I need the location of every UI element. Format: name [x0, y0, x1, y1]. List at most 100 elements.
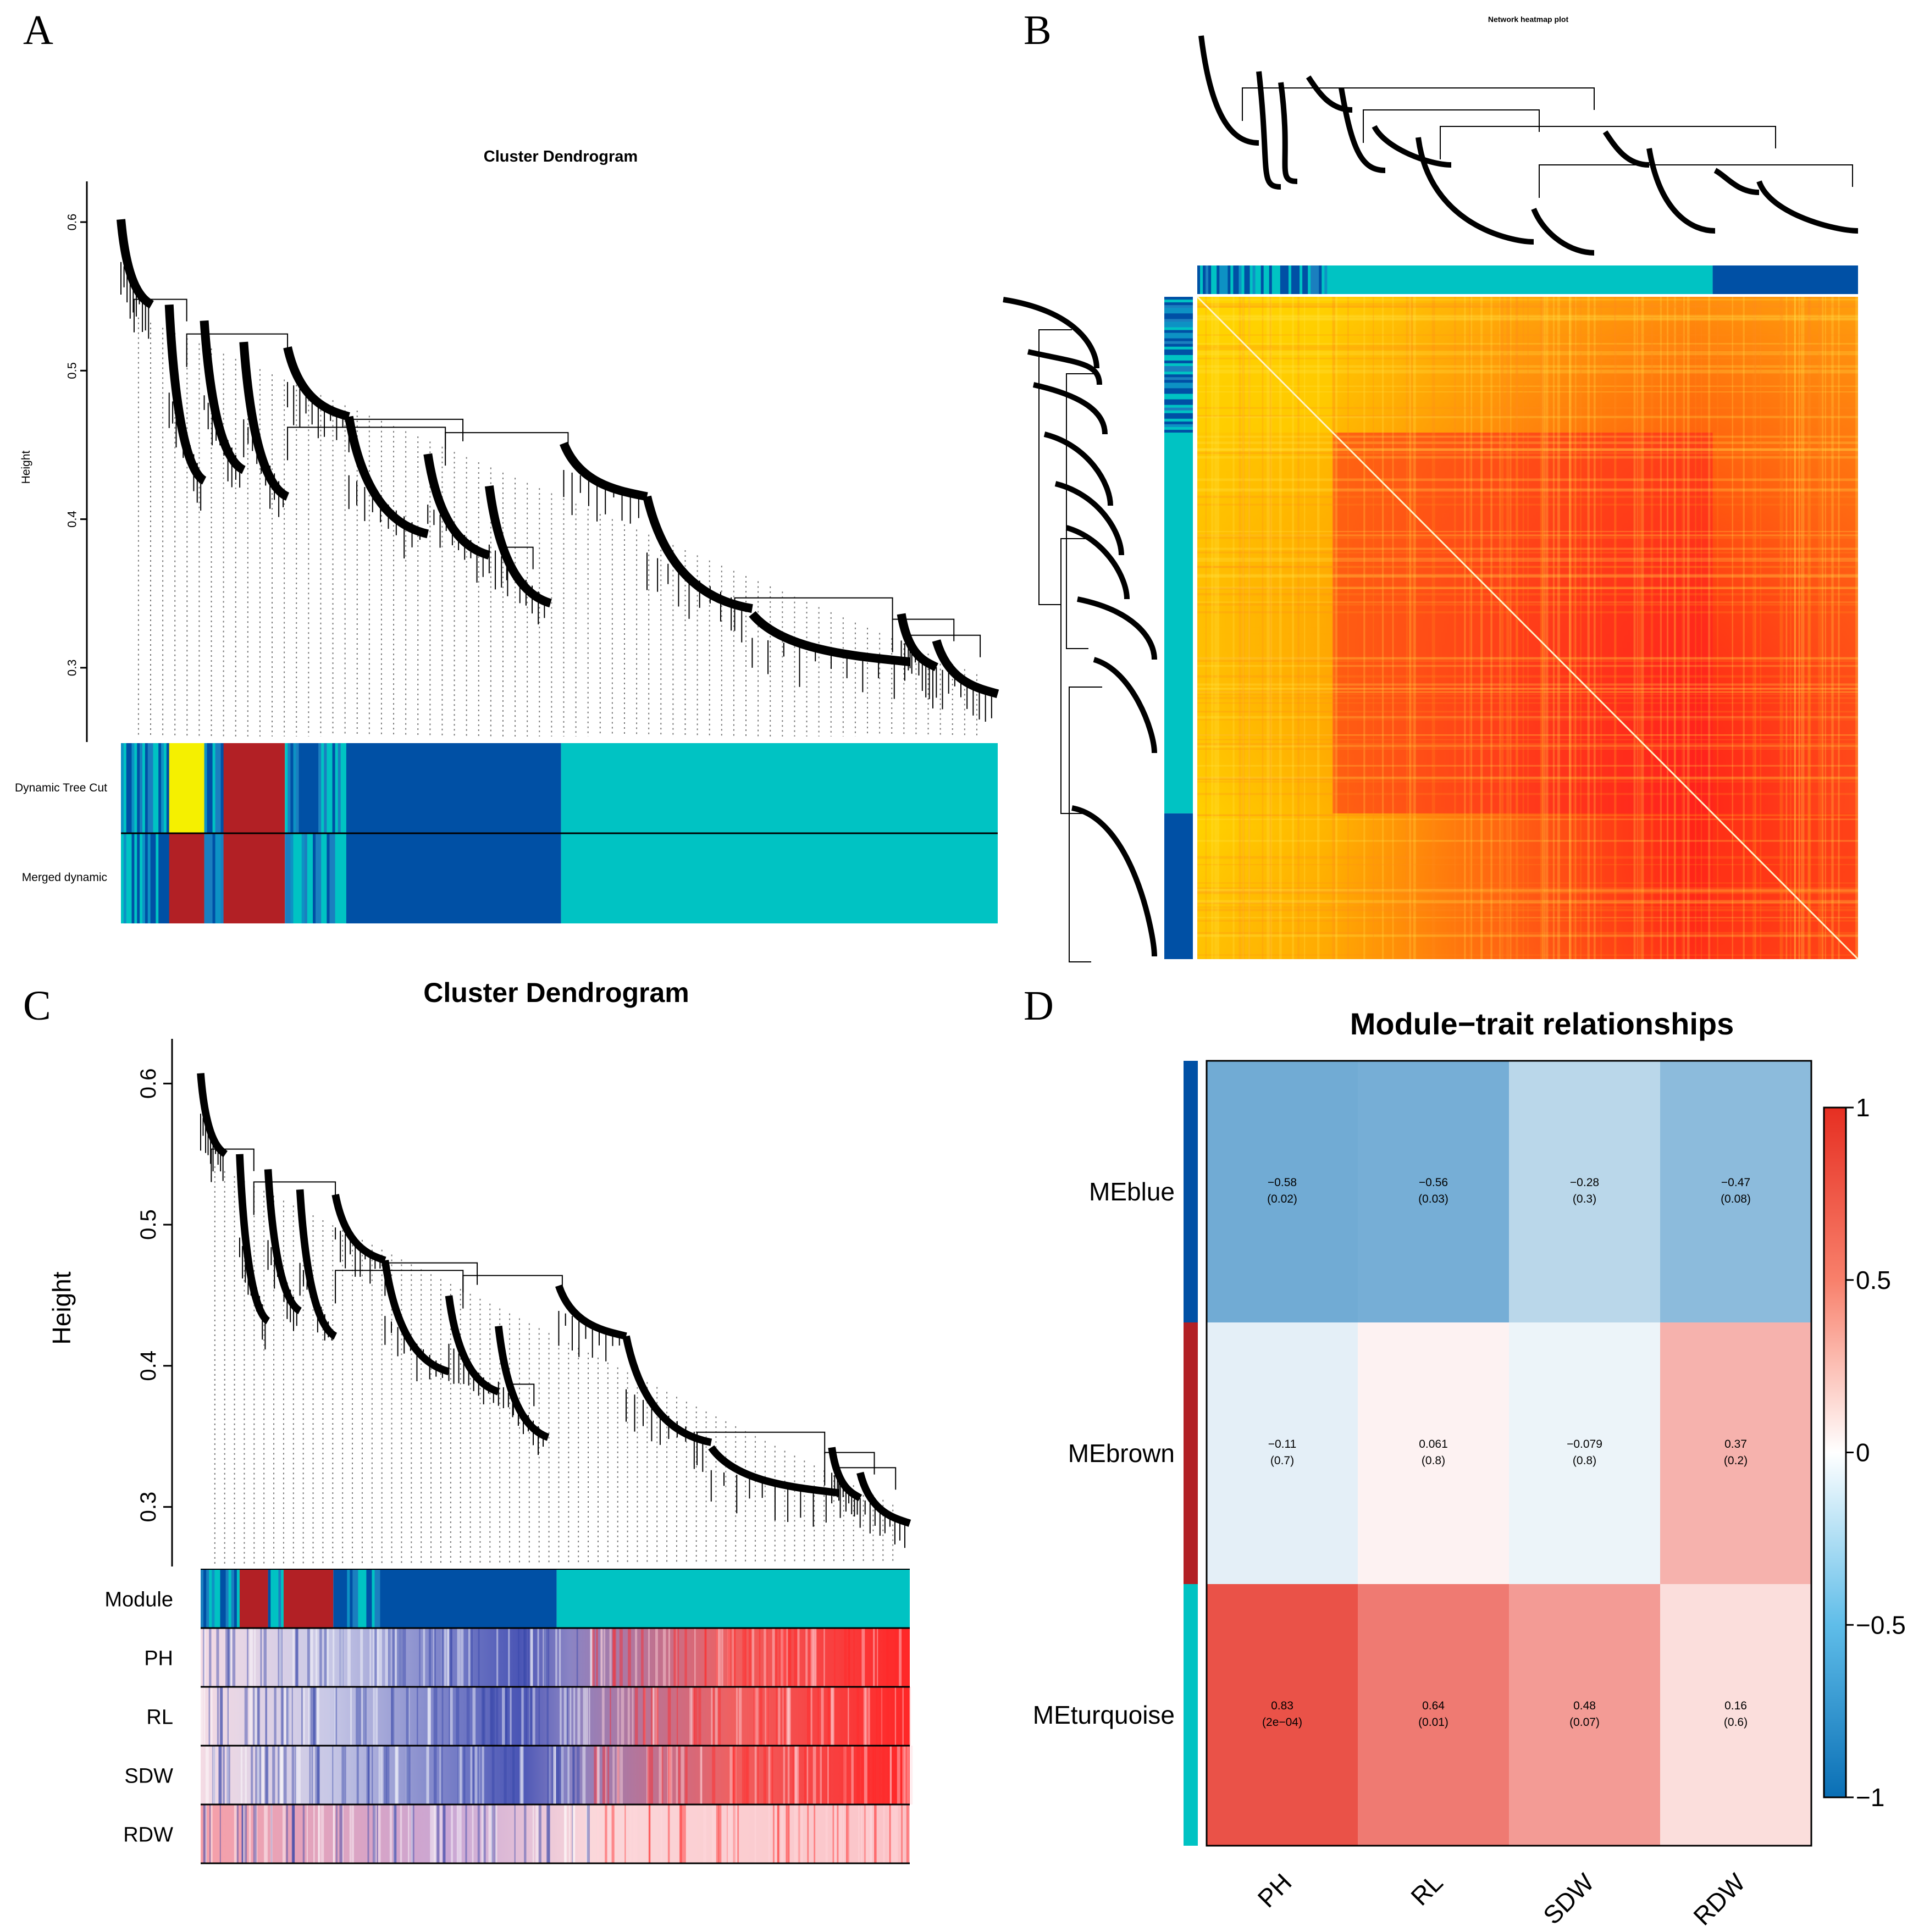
- panel-b-top-strip-mixed-line: [1269, 265, 1273, 294]
- panel-c-trait-line: [529, 1687, 531, 1746]
- panel-c-trait-line: [806, 1687, 810, 1746]
- panel-b-heat-line: [1542, 297, 1544, 959]
- panel-c-trait-line: [772, 1804, 775, 1863]
- panel-c-trait-line: [212, 1746, 216, 1804]
- panel-b-heat-line: [1794, 297, 1796, 959]
- panel-b-heat-line: [1510, 297, 1512, 959]
- panel-b-top-strip-mixed-line: [1228, 265, 1231, 294]
- panel-a-row-dynamic-mixed-line: [134, 743, 137, 833]
- panel-b-heat-line: [1197, 657, 1858, 660]
- panel-c-trait-line: [266, 1746, 269, 1804]
- panel-c-trait-line: [317, 1746, 320, 1804]
- panel-b-heat-line: [1808, 297, 1811, 959]
- panel-b-top-branch: [1278, 82, 1298, 184]
- panel-d-cell-pvalue: (0.7): [1270, 1454, 1294, 1467]
- panel-b-left-merge: [1066, 373, 1099, 649]
- panel-c: C Cluster Dendrogram Height 0.3 0.4 0.5 0.6…: [23, 977, 913, 1864]
- panel-b-heat-line: [1197, 778, 1858, 780]
- panel-b-heat-line: [1197, 353, 1858, 356]
- panel-a-y-tick-label: 0.6: [65, 214, 79, 231]
- panel-c-trait-line: [369, 1628, 372, 1687]
- panel-c-trait-line: [315, 1746, 319, 1804]
- panel-c-trait-line: [634, 1628, 638, 1687]
- panel-b-top-branch: [1339, 87, 1386, 173]
- panel-c-trait-line: [768, 1746, 772, 1804]
- panel-a-row-merged-segment-brown: [223, 834, 285, 923]
- panel-c-trait-line: [508, 1628, 510, 1687]
- panel-b-heat-line: [1197, 694, 1858, 695]
- panel-c-trait-line: [682, 1804, 686, 1863]
- panel-c-trait-line: [260, 1628, 262, 1687]
- panel-c-trait-line: [732, 1746, 734, 1804]
- panel-a-row-dynamic-mixed-line: [288, 743, 291, 833]
- panel-c-trait-line: [886, 1687, 889, 1746]
- panel-b-top-merge: [1363, 109, 1540, 143]
- panel-c-trait-line: [232, 1628, 236, 1687]
- panel-c-trait-line: [543, 1628, 544, 1687]
- panel-c-trait-line: [895, 1804, 898, 1863]
- panel-b-heat-line: [1197, 934, 1858, 936]
- panel-c-trait-line: [402, 1628, 404, 1687]
- panel-b-heat-line: [1197, 347, 1858, 350]
- panel-c-trait-line: [255, 1746, 258, 1804]
- panel-c-trait-line: [810, 1628, 814, 1687]
- panel-c-trait-line: [254, 1628, 256, 1687]
- panel-c-trait-line: [655, 1687, 659, 1746]
- panel-c-trait-line: [619, 1628, 623, 1687]
- panel-c-trait-line: [662, 1628, 666, 1687]
- panel-c-module-row-mixed-line: [352, 1569, 356, 1628]
- panel-b-left-strip-mixed-line: [1164, 316, 1193, 319]
- panel-c-trait-line: [496, 1628, 499, 1687]
- panel-b-heat-line: [1197, 887, 1858, 889]
- panel-b-top-branch: [1646, 148, 1716, 234]
- panel-a-row-merged-mixed-line: [207, 834, 211, 923]
- panel-c-trait-line: [341, 1628, 343, 1687]
- panel-c-trait-line: [264, 1746, 268, 1804]
- panel-c-trait-line: [795, 1746, 798, 1804]
- panel-c-trait-line: [377, 1628, 380, 1687]
- panel-c-row-label-rl: RL: [146, 1706, 173, 1729]
- panel-c-trait-line: [797, 1628, 800, 1687]
- panel-c-trait-line: [394, 1804, 397, 1863]
- panel-b-top-strip-mixed-line: [1233, 265, 1237, 294]
- panel-c-trait-line: [436, 1804, 440, 1863]
- panel-c-trait-line: [546, 1804, 550, 1863]
- panel-a-row-dynamic-mixed-line: [298, 743, 302, 833]
- panel-d-cell-meturquoise-rdw: 0.16 (0.6): [1660, 1584, 1811, 1846]
- panel-b-left-strip-mixed-line: [1164, 402, 1193, 406]
- panel-c-trait-line: [333, 1804, 335, 1863]
- panel-b-heat-line: [1197, 815, 1858, 817]
- panel-b-heat-line: [1197, 793, 1858, 795]
- panel-b-left-dendrogram: [1003, 297, 1157, 962]
- panel-b-heat-line: [1197, 575, 1858, 578]
- panel-c-trait-line: [227, 1746, 230, 1804]
- panel-b-top-strip-mixed-line: [1282, 265, 1286, 294]
- panel-a-row-merged-mixed-line: [290, 834, 294, 923]
- panel-b-heat-line: [1197, 334, 1858, 336]
- panel-c-trait-line: [553, 1746, 556, 1804]
- panel-c-trait-line: [249, 1687, 252, 1746]
- panel-c-trait-line: [389, 1804, 392, 1863]
- panel-b-left-strip-mixed-line: [1164, 322, 1193, 325]
- panel-c-module-row-mixed-line: [234, 1569, 237, 1628]
- panel-c-trait-line: [632, 1804, 634, 1863]
- panel-c-trait-line: [628, 1628, 631, 1687]
- panel-d-row-label-meblue: MEblue: [1089, 1177, 1175, 1206]
- panel-b-heat-line: [1615, 297, 1617, 959]
- panel-c-trait-line: [894, 1687, 897, 1746]
- panel-b-left-strip-mixed-line: [1164, 319, 1193, 322]
- panel-b-top-strip-mixed-line: [1217, 265, 1220, 294]
- panel-c-trait-line: [667, 1746, 671, 1804]
- panel-c-trait-line: [524, 1804, 527, 1863]
- panel-c-module-row-mixed-line: [275, 1569, 279, 1628]
- panel-a-row-dynamic-mixed-line: [343, 743, 347, 833]
- panel-a-row-merged-mixed-line: [163, 834, 167, 923]
- panel-c-trait-line: [793, 1746, 796, 1804]
- panel-c-trait-line: [667, 1746, 671, 1804]
- panel-c-trait-line: [692, 1687, 695, 1746]
- panel-c-trait-line: [783, 1746, 786, 1804]
- panel-c-trait-line: [567, 1746, 570, 1804]
- panel-c-trait-line: [407, 1746, 411, 1804]
- panel-c-trait-line: [406, 1746, 409, 1804]
